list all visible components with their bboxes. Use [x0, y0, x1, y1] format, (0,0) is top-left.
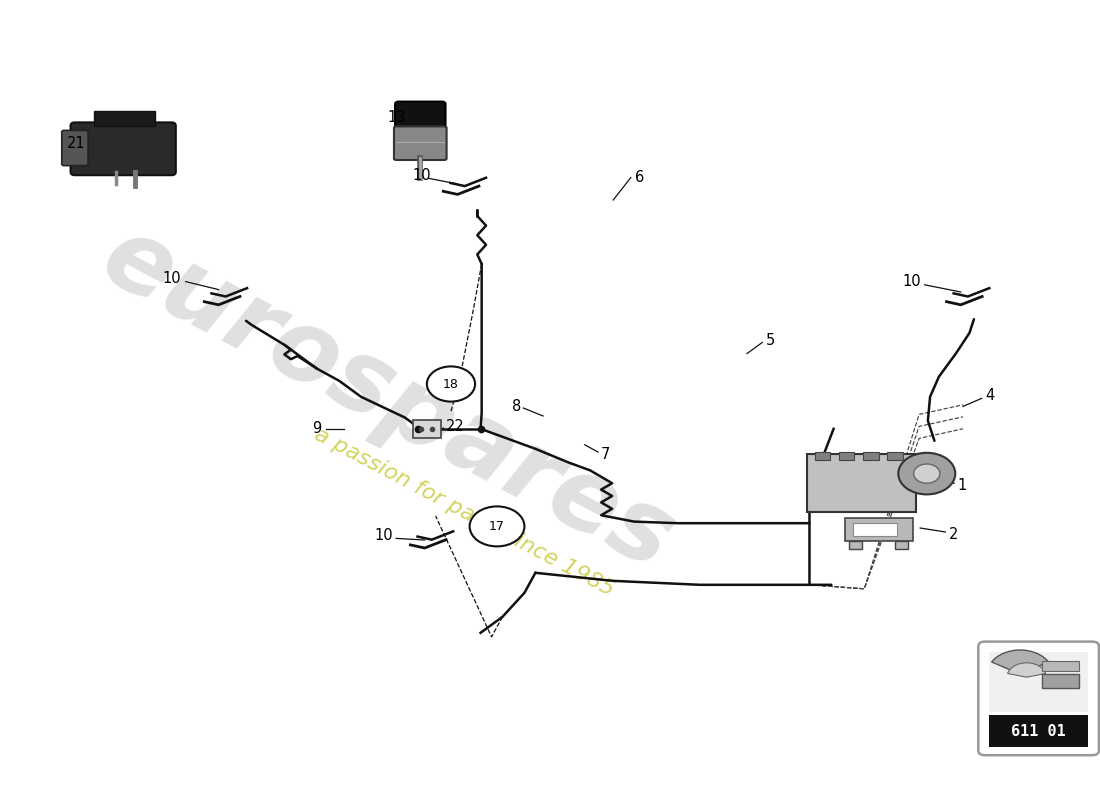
FancyBboxPatch shape — [394, 126, 447, 160]
Text: 10: 10 — [412, 169, 431, 183]
Text: 4: 4 — [984, 389, 994, 403]
Circle shape — [470, 506, 525, 546]
Bar — [989, 652, 1088, 712]
Bar — [839, 452, 855, 460]
Bar — [815, 452, 830, 460]
Text: 10: 10 — [903, 274, 922, 289]
Bar — [989, 715, 1088, 747]
Text: eurospares: eurospares — [86, 209, 690, 591]
Text: 2: 2 — [948, 527, 958, 542]
Bar — [94, 111, 155, 126]
Bar — [845, 518, 913, 541]
Bar — [888, 452, 903, 460]
Text: 9: 9 — [312, 422, 321, 436]
Text: 21: 21 — [67, 137, 86, 151]
Bar — [849, 541, 862, 549]
FancyBboxPatch shape — [395, 102, 446, 132]
FancyBboxPatch shape — [62, 130, 88, 166]
Bar — [1042, 674, 1079, 688]
Text: 13: 13 — [387, 110, 406, 125]
FancyBboxPatch shape — [70, 122, 176, 175]
FancyBboxPatch shape — [412, 420, 441, 438]
Text: 7: 7 — [602, 447, 610, 462]
Circle shape — [427, 366, 475, 402]
Bar — [895, 541, 909, 549]
Wedge shape — [991, 650, 1048, 674]
Text: a passion for parts since 1985: a passion for parts since 1985 — [311, 424, 617, 600]
Text: 8: 8 — [512, 399, 521, 414]
Circle shape — [899, 453, 955, 494]
Wedge shape — [1008, 662, 1046, 677]
Bar — [854, 523, 898, 536]
Text: 1: 1 — [957, 478, 967, 493]
Circle shape — [914, 464, 939, 483]
FancyBboxPatch shape — [978, 642, 1099, 755]
Text: 18: 18 — [443, 378, 459, 390]
Bar — [864, 452, 879, 460]
Text: 611 01: 611 01 — [1011, 724, 1066, 738]
Text: 5: 5 — [766, 333, 774, 347]
Text: 22: 22 — [446, 419, 464, 434]
Text: 10: 10 — [163, 271, 182, 286]
Text: 17: 17 — [490, 520, 505, 533]
Text: 6: 6 — [635, 170, 645, 185]
FancyBboxPatch shape — [807, 454, 916, 512]
Text: 10: 10 — [374, 529, 393, 543]
Bar — [1042, 661, 1079, 670]
